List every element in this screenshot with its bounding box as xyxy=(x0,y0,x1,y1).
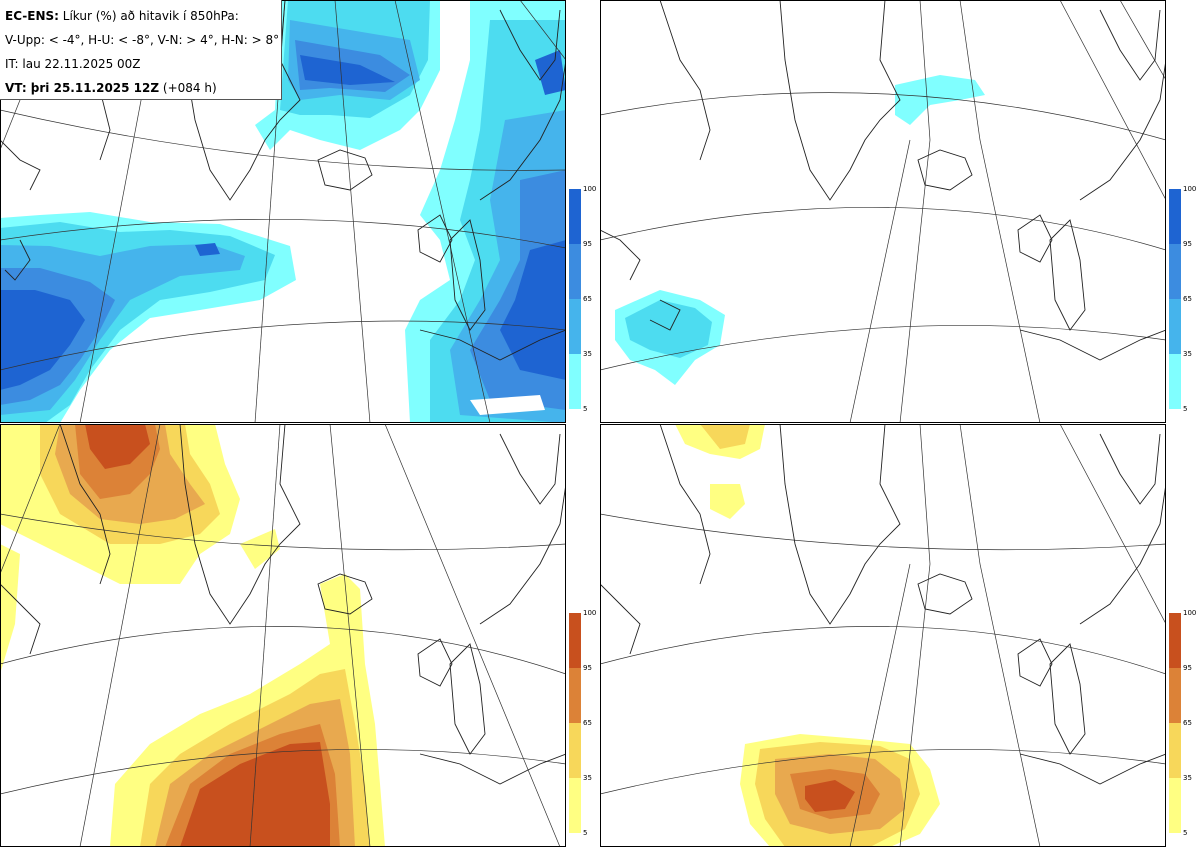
colorbar-tick: 35 xyxy=(583,774,592,782)
threshold-text: V-Upp: < -4°, H-U: < -8°, V-N: > 4°, H-N… xyxy=(5,33,280,47)
colorbar-tick: 65 xyxy=(583,719,592,727)
colorbar-seg xyxy=(569,299,581,354)
probability-shading xyxy=(0,424,385,847)
colorbar-tick: 65 xyxy=(583,295,592,303)
colorbar-tick: 65 xyxy=(1183,719,1192,727)
colorbar-cold: 100 95 65 35 5 xyxy=(569,185,596,413)
colorbar-seg xyxy=(1169,778,1181,833)
colorbar-seg xyxy=(569,723,581,778)
chart-title: Líkur (%) að hitavik í 850hPa: xyxy=(62,9,239,23)
map-canvas xyxy=(0,0,566,423)
graticule xyxy=(600,424,1166,847)
colorbar-seg xyxy=(1169,613,1181,668)
colorbar-tick: 100 xyxy=(583,609,597,617)
colorbar-tick: 95 xyxy=(583,664,592,672)
colorbar-tick: 95 xyxy=(1183,664,1192,672)
colorbar-tick: 100 xyxy=(1183,185,1197,193)
map-panel-warm-plus4: 100 95 65 35 5 xyxy=(0,424,600,848)
map-panel-cold-minus8: 100 95 65 35 5 xyxy=(600,0,1200,424)
colorbar-tick: 100 xyxy=(583,185,597,193)
map-canvas xyxy=(600,0,1166,423)
colorbar-tick: 95 xyxy=(583,240,592,248)
coastlines xyxy=(0,424,566,785)
colorbar-tick: 5 xyxy=(583,405,588,413)
colorbar-seg xyxy=(569,668,581,723)
coastlines xyxy=(600,424,1166,785)
colorbar-tick: 5 xyxy=(1183,829,1188,837)
colorbar-seg xyxy=(1169,668,1181,723)
colorbar-seg xyxy=(1169,189,1181,244)
colorbar-seg xyxy=(1169,299,1181,354)
colorbar-tick: 65 xyxy=(1183,295,1192,303)
colorbar-seg xyxy=(1169,354,1181,409)
colorbar-seg xyxy=(569,189,581,244)
colorbar-seg xyxy=(569,778,581,833)
map-canvas xyxy=(0,424,566,847)
colorbar-cold: 100 95 65 35 5 xyxy=(1169,185,1196,413)
colorbar-seg xyxy=(569,613,581,668)
colorbar-tick: 5 xyxy=(583,829,588,837)
graticule xyxy=(600,0,1166,423)
colorbar-tick: 100 xyxy=(1183,609,1197,617)
valid-time: VT: þri 25.11.2025 12Z xyxy=(5,81,160,95)
colorbar-seg xyxy=(569,354,581,409)
info-line-4: VT: þri 25.11.2025 12Z (+084 h) xyxy=(5,76,276,100)
coastlines xyxy=(600,0,1166,361)
map-panel-cold-minus4: EC-ENS: Líkur (%) að hitavik í 850hPa: V… xyxy=(0,0,600,424)
probability-shading xyxy=(675,424,940,847)
colorbar-warm: 100 95 65 35 5 xyxy=(1169,609,1196,837)
colorbar-tick: 5 xyxy=(1183,405,1188,413)
colorbar-tick: 35 xyxy=(1183,350,1192,358)
colorbar-seg xyxy=(569,244,581,299)
colorbar-tick: 35 xyxy=(1183,774,1192,782)
colorbar-tick: 95 xyxy=(1183,240,1192,248)
graticule xyxy=(0,0,566,423)
probability-shading xyxy=(0,0,566,423)
lead-time: (+084 h) xyxy=(162,81,217,95)
map-canvas xyxy=(600,424,1166,847)
colorbar-seg xyxy=(1169,244,1181,299)
probability-shading xyxy=(615,75,985,385)
model-label: EC-ENS: xyxy=(5,9,59,23)
colorbar-tick: 35 xyxy=(583,350,592,358)
info-line-1: EC-ENS: Líkur (%) að hitavik í 850hPa: xyxy=(5,4,276,28)
colorbar-seg xyxy=(1169,723,1181,778)
colorbar-warm: 100 95 65 35 5 xyxy=(569,609,596,837)
info-box: EC-ENS: Líkur (%) að hitavik í 850hPa: V… xyxy=(0,0,282,100)
graticule xyxy=(0,424,566,847)
init-time: IT: lau 22.11.2025 00Z xyxy=(5,57,141,71)
map-panel-warm-plus8: 100 95 65 35 5 xyxy=(600,424,1200,848)
